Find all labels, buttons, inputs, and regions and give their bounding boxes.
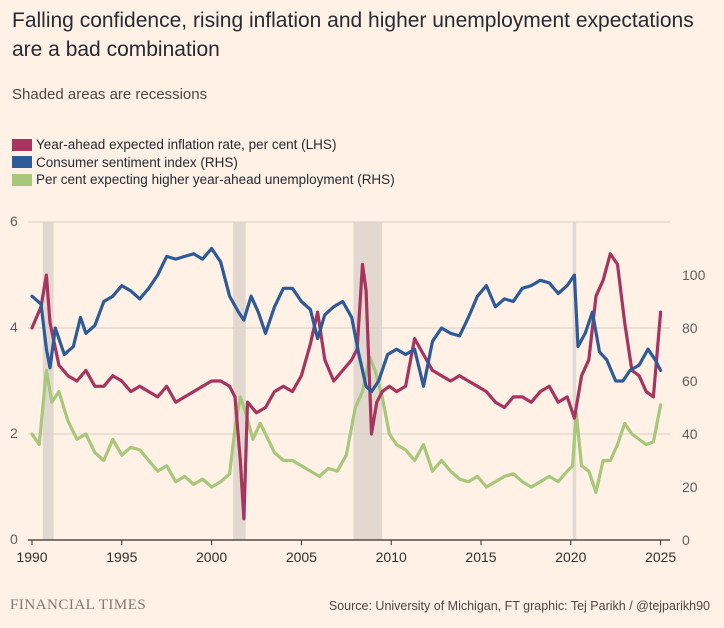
legend-item-unemployment: Per cent expecting higher year-ahead une… xyxy=(12,171,395,189)
chart-subtitle: Shaded areas are recessions xyxy=(12,86,208,103)
source-note: Source: University of Michigan, FT graph… xyxy=(328,599,710,613)
y-left-tick-label: 6 xyxy=(10,213,18,229)
legend-label-inflation: Year-ahead expected inflation rate, per … xyxy=(36,137,337,153)
recession-band xyxy=(233,222,246,540)
legend-item-inflation: Year-ahead expected inflation rate, per … xyxy=(12,136,395,154)
legend-label-sentiment: Consumer sentiment index (RHS) xyxy=(36,154,238,170)
y-left-tick-label: 2 xyxy=(10,425,18,441)
x-tick-label: 2020 xyxy=(555,549,586,565)
y-right-tick-label: 40 xyxy=(682,426,698,442)
series-lines xyxy=(30,246,663,521)
y-right-tick-label: 0 xyxy=(682,532,690,548)
ft-brand-logo: FINANCIAL TIMES xyxy=(10,597,147,613)
legend-swatch-inflation xyxy=(12,138,32,151)
x-tick-label: 2000 xyxy=(196,549,227,565)
x-tick-label: 1995 xyxy=(106,549,137,565)
y-left-tick-label: 0 xyxy=(10,531,18,547)
legend: Year-ahead expected inflation rate, per … xyxy=(12,136,395,189)
y-right-tick-label: 80 xyxy=(682,320,698,336)
axes: 1990 1995 2000 2005 2010 2015 2020 202502460204… xyxy=(10,213,706,565)
x-tick-label: 2015 xyxy=(465,549,496,565)
x-tick-label: 1990 xyxy=(16,549,47,565)
legend-item-sentiment: Consumer sentiment index (RHS) xyxy=(12,154,395,172)
legend-label-unemployment: Per cent expecting higher year-ahead une… xyxy=(36,172,395,188)
inflation-line xyxy=(30,252,663,521)
legend-swatch-unemployment xyxy=(12,173,32,186)
x-tick-label: 2005 xyxy=(286,549,317,565)
x-tick-label: 2025 xyxy=(645,549,676,565)
y-left-tick-label: 4 xyxy=(10,319,18,335)
chart-title: Falling confidence, rising inflation and… xyxy=(12,9,694,61)
y-right-tick-label: 100 xyxy=(682,267,706,283)
y-right-tick-label: 20 xyxy=(682,479,698,495)
legend-swatch-sentiment xyxy=(12,156,32,169)
y-right-tick-label: 60 xyxy=(682,373,698,389)
x-tick-label: 2010 xyxy=(376,549,407,565)
sentiment-line xyxy=(30,246,663,394)
unemployment-line xyxy=(30,355,663,494)
recession-band xyxy=(572,222,577,540)
